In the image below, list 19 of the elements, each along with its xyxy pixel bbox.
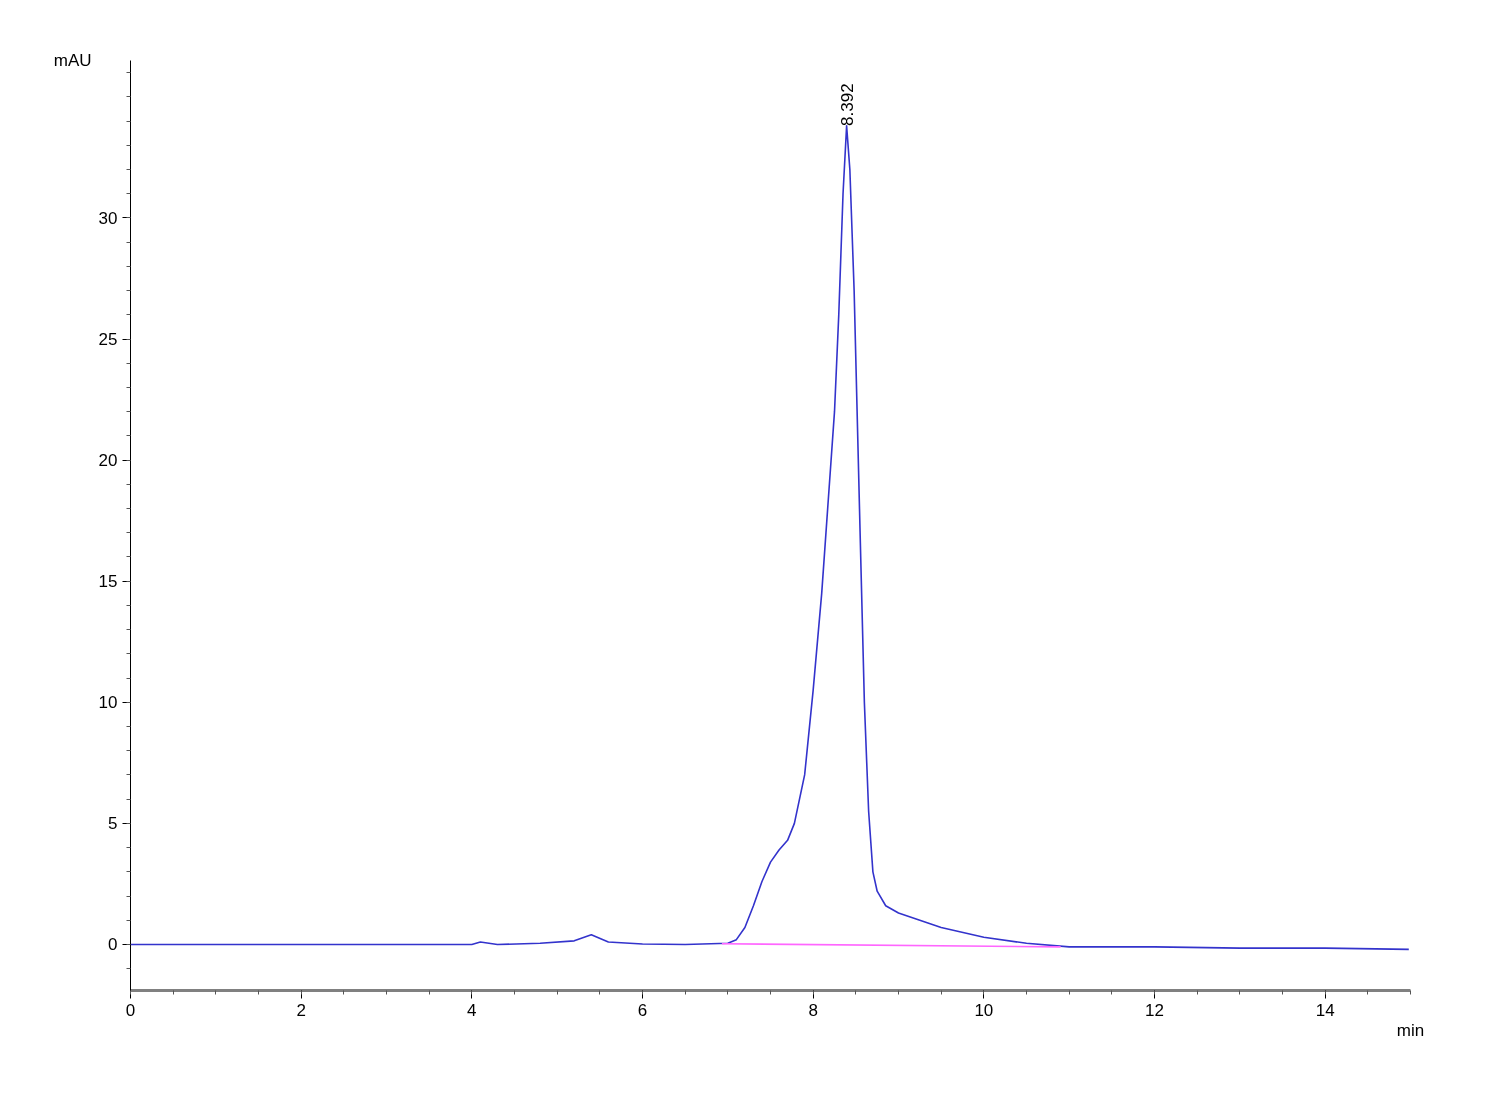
y-tick-label: 0 [108, 935, 118, 955]
x-tick-label: 8 [808, 1000, 818, 1020]
y-axis-title: mAU [53, 51, 92, 70]
y-tick-label: 5 [108, 814, 118, 834]
y-tick-label: 10 [98, 693, 118, 713]
y-tick-label: 15 [98, 572, 118, 592]
x-tick-label: 6 [637, 1000, 648, 1020]
x-tick-label: 12 [1145, 1000, 1164, 1020]
x-tick-label: 10 [974, 1000, 994, 1020]
x-tick-label: 4 [467, 1000, 477, 1020]
x-axis-title: min [1396, 1020, 1425, 1040]
y-tick-label: 30 [98, 208, 118, 228]
annotation: 8.392 [837, 83, 857, 126]
x-tick-label: 0 [125, 1000, 136, 1020]
x-tick-label: 14 [1315, 1000, 1335, 1020]
y-tick-label: 25 [98, 330, 118, 350]
line-series [130, 125, 1410, 951]
y-tick-label: 20 [98, 451, 118, 471]
x-tick-label: 2 [296, 1000, 306, 1020]
